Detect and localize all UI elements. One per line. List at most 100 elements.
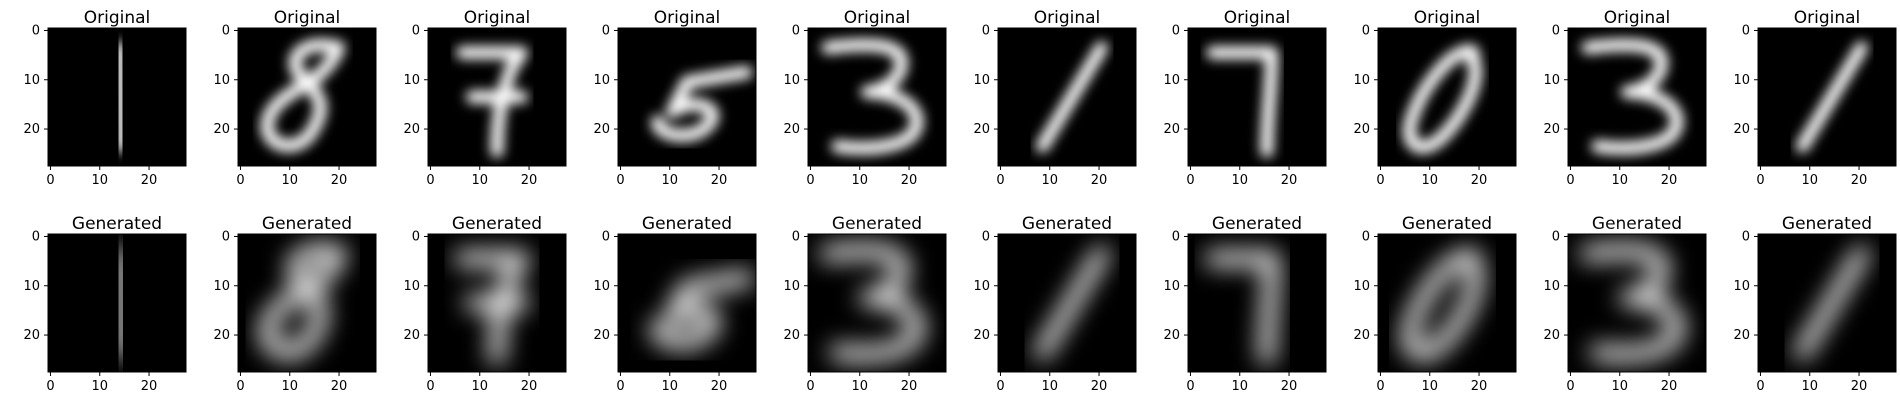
panel-title: Original xyxy=(1794,8,1861,28)
x-tick-label: 10 xyxy=(1041,379,1058,394)
panel-frame xyxy=(1187,233,1327,373)
digit-stroke xyxy=(1204,250,1280,366)
x-tick-label: 0 xyxy=(1376,173,1384,188)
y-tick-label: 10 xyxy=(1543,73,1560,88)
y-tick-label: 10 xyxy=(23,73,40,88)
panel-frame xyxy=(47,233,187,373)
x-tick-label: 20 xyxy=(331,173,348,188)
digit-stroke xyxy=(456,46,529,158)
digit-panel: Original 0 10 20 0 10 20 xyxy=(973,8,1137,188)
digit-panel: Generated 0 10 20 0 10 20 xyxy=(1353,214,1517,394)
digit-stroke xyxy=(1034,245,1110,361)
y-tick-label: 10 xyxy=(403,73,420,88)
x-tick-label: 20 xyxy=(1471,173,1488,188)
panel-title: Generated xyxy=(1212,214,1302,234)
digit-panel: Generated 0 10 20 0 10 20 xyxy=(403,214,567,394)
x-tick-label: 10 xyxy=(1231,173,1248,188)
x-tick-label: 10 xyxy=(281,173,298,188)
digit-stroke xyxy=(1795,41,1868,153)
panel-title: Generated xyxy=(72,214,162,234)
y-tick-label: 0 xyxy=(412,23,420,38)
x-tick-label: 20 xyxy=(141,379,158,394)
y-tick-label: 20 xyxy=(973,122,990,137)
digit-panel: Original 0 10 20 0 10 20 xyxy=(1543,8,1707,188)
x-tick-label: 10 xyxy=(1421,379,1438,394)
panel-frame xyxy=(997,27,1137,167)
y-tick-label: 10 xyxy=(783,279,800,294)
panel-title: Original xyxy=(1414,8,1481,28)
digit-image xyxy=(618,28,756,166)
x-tick-label: 10 xyxy=(851,379,868,394)
y-tick-label: 0 xyxy=(792,229,800,244)
panel-title: Generated xyxy=(1022,214,1112,234)
digit-stroke xyxy=(113,41,129,153)
x-tick-label: 10 xyxy=(661,379,678,394)
digit-stroke xyxy=(1402,44,1483,154)
panel-title: Original xyxy=(654,8,721,28)
y-tick-label: 10 xyxy=(593,73,610,88)
x-tick-label: 0 xyxy=(806,379,814,394)
x-tick-label: 0 xyxy=(616,379,624,394)
y-tick-label: 10 xyxy=(973,279,990,294)
x-tick-label: 0 xyxy=(236,379,244,394)
panel-title: Original xyxy=(844,8,911,28)
y-tick-label: 20 xyxy=(1163,122,1180,137)
digit-stroke xyxy=(821,38,924,155)
y-tick-label: 20 xyxy=(1733,328,1750,343)
panel-frame xyxy=(427,27,567,167)
y-tick-label: 10 xyxy=(1543,279,1560,294)
y-tick-label: 20 xyxy=(23,122,40,137)
panel-frame xyxy=(807,233,947,373)
panel-title: Original xyxy=(1034,8,1101,28)
panel-frame xyxy=(1377,27,1517,167)
y-tick-label: 0 xyxy=(32,23,40,38)
x-tick-label: 20 xyxy=(141,173,158,188)
digit-stroke xyxy=(1581,38,1684,155)
panel-title: Original xyxy=(464,8,531,28)
y-tick-label: 10 xyxy=(973,73,990,88)
x-tick-label: 20 xyxy=(521,173,538,188)
y-tick-label: 20 xyxy=(1543,122,1560,137)
x-tick-label: 0 xyxy=(1376,379,1384,394)
panel-title: Generated xyxy=(1402,214,1492,234)
y-tick-label: 0 xyxy=(602,23,610,38)
x-tick-label: 20 xyxy=(1091,379,1108,394)
panel-frame xyxy=(1567,233,1707,373)
x-tick-label: 20 xyxy=(1281,379,1298,394)
y-tick-label: 0 xyxy=(1552,23,1560,38)
panel-frame xyxy=(1757,27,1897,167)
x-tick-label: 0 xyxy=(1756,173,1764,188)
x-tick-label: 0 xyxy=(1756,379,1764,394)
x-tick-label: 20 xyxy=(521,379,538,394)
x-tick-label: 20 xyxy=(1851,173,1868,188)
digit-stroke xyxy=(260,38,345,153)
y-tick-label: 0 xyxy=(792,23,800,38)
digit-stroke xyxy=(454,250,530,366)
x-tick-label: 20 xyxy=(1091,173,1108,188)
digit-panel: Original 0 10 20 0 10 20 xyxy=(783,8,947,188)
y-tick-label: 0 xyxy=(412,229,420,244)
y-tick-label: 10 xyxy=(783,73,800,88)
y-tick-label: 20 xyxy=(213,122,230,137)
panel-frame xyxy=(237,27,377,167)
digit-panel: Generated 0 10 20 0 10 20 xyxy=(593,214,757,394)
digit-stroke xyxy=(111,245,130,361)
panel-frame xyxy=(1377,233,1517,373)
x-tick-label: 0 xyxy=(996,379,1004,394)
digit-stroke xyxy=(651,65,753,142)
digit-panel: Original 0 10 20 0 10 20 xyxy=(213,8,377,188)
x-tick-label: 0 xyxy=(806,173,814,188)
panel-frame xyxy=(1757,233,1897,373)
y-tick-label: 10 xyxy=(1163,73,1180,88)
x-tick-label: 10 xyxy=(1231,379,1248,394)
x-tick-label: 0 xyxy=(426,379,434,394)
x-tick-label: 0 xyxy=(1186,379,1194,394)
x-tick-label: 20 xyxy=(1471,379,1488,394)
panel-frame xyxy=(617,27,757,167)
panel-frame xyxy=(47,27,187,167)
x-tick-label: 10 xyxy=(661,173,678,188)
x-tick-label: 20 xyxy=(1281,173,1298,188)
digit-panel: Original 0 10 20 0 10 20 xyxy=(1733,8,1897,188)
x-tick-label: 0 xyxy=(46,173,54,188)
y-tick-label: 20 xyxy=(1543,328,1560,343)
